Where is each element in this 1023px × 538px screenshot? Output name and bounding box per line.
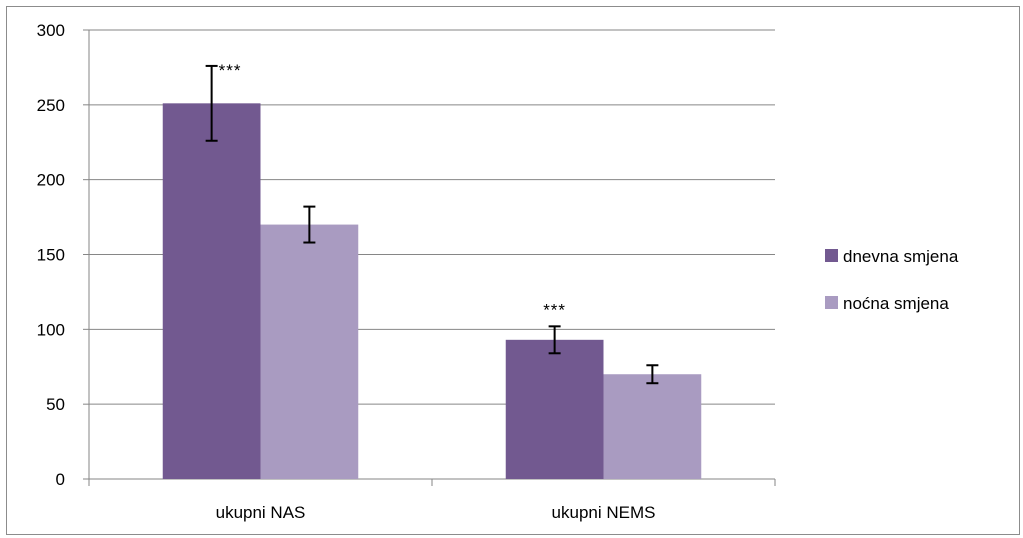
significance-label: *** bbox=[219, 61, 242, 80]
significance-label: *** bbox=[543, 300, 566, 319]
error-bars bbox=[205, 64, 659, 385]
bar bbox=[260, 224, 359, 479]
x-category-label: ukupni NEMS bbox=[552, 503, 656, 522]
bar bbox=[505, 339, 604, 479]
bar bbox=[603, 374, 702, 479]
legend-label: dnevna smjena bbox=[843, 247, 959, 266]
bars bbox=[162, 103, 702, 479]
legend-label: noćna smjena bbox=[843, 294, 949, 313]
legend-swatch bbox=[825, 249, 838, 262]
y-tick-label: 200 bbox=[37, 171, 65, 190]
y-tick-label: 50 bbox=[46, 395, 65, 414]
y-tick-label: 250 bbox=[37, 96, 65, 115]
y-tick-label: 150 bbox=[37, 246, 65, 265]
x-category-label: ukupni NAS bbox=[216, 503, 306, 522]
legend-swatch bbox=[825, 296, 838, 309]
bar bbox=[162, 103, 261, 479]
y-tick-label: 300 bbox=[37, 21, 65, 40]
y-tick-label: 0 bbox=[56, 470, 65, 489]
legend: dnevna smjena noćna smjena bbox=[825, 247, 959, 313]
y-tick-label: 100 bbox=[37, 320, 65, 339]
labels: 0 50 100 150 200 250 300 ukupni NAS *** ukupni NE… bbox=[37, 21, 656, 522]
